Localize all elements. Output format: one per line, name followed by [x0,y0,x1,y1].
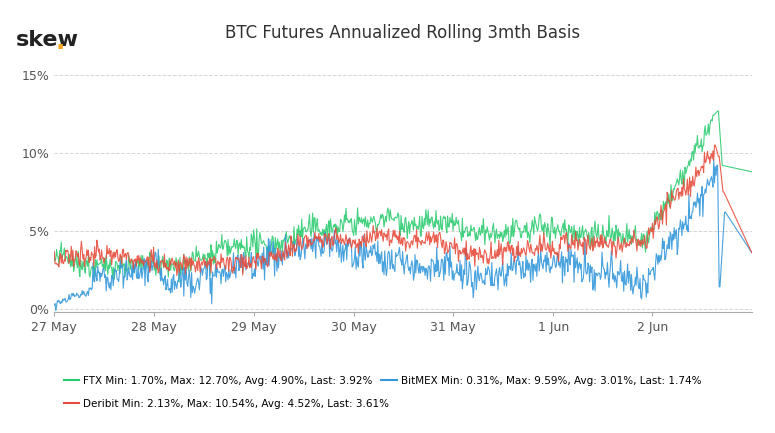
Legend: Deribit Min: 2.13%, Max: 10.54%, Avg: 4.52%, Last: 3.61%: Deribit Min: 2.13%, Max: 10.54%, Avg: 4.… [60,395,394,413]
Title: BTC Futures Annualized Rolling 3mth Basis: BTC Futures Annualized Rolling 3mth Basi… [226,24,580,42]
Text: .: . [56,30,65,54]
Text: skew: skew [16,30,78,50]
